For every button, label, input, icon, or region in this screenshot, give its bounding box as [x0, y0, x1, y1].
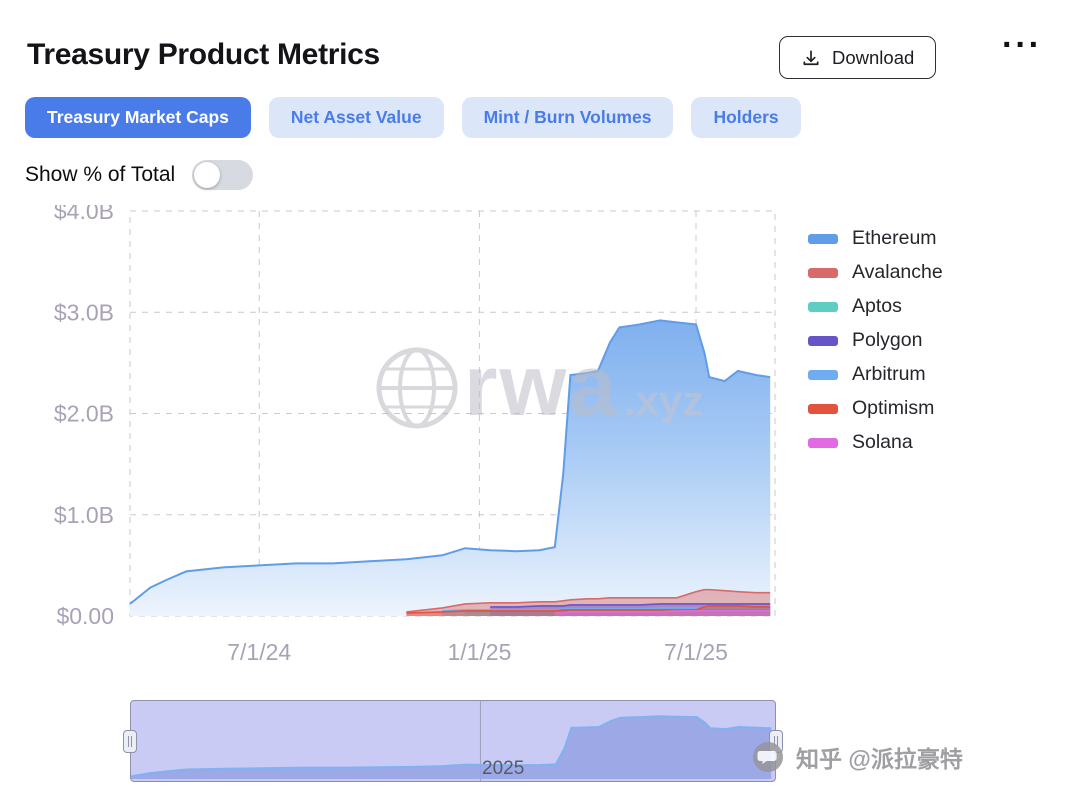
- legend-item-optimism[interactable]: Optimism: [808, 397, 943, 420]
- navigator-selection-area[interactable]: [130, 700, 776, 782]
- watermark-text: 知乎 @派拉豪特: [796, 746, 963, 772]
- legend-swatch: [808, 403, 838, 414]
- legend-label: Polygon: [852, 329, 923, 351]
- treasury-market-caps-chart: $0.00 $1.0B $2.0B $3.0B $4.0B 7/1/24 1/1/25 7/1…: [54, 205, 776, 665]
- legend-label: Optimism: [852, 397, 935, 419]
- tab-net-asset-value[interactable]: Net Asset Value: [268, 97, 444, 138]
- svg-text:1/1/25: 1/1/25: [447, 639, 511, 665]
- tab-holders[interactable]: Holders: [691, 97, 801, 138]
- metric-tabs: Treasury Market Caps Net Asset Value Min…: [25, 97, 801, 138]
- toggle-label: Show % of Total: [25, 163, 176, 186]
- svg-text:$0.00: $0.00: [56, 603, 114, 629]
- tab-mint-burn-volumes[interactable]: Mint / Burn Volumes: [461, 97, 674, 138]
- svg-text:$1.0B: $1.0B: [54, 502, 114, 528]
- legend-swatch: [808, 267, 838, 278]
- download-icon: [803, 50, 819, 65]
- legend-item-ethereum[interactable]: Ethereum: [808, 227, 943, 250]
- chart-legend: Ethereum Avalanche Aptos Polygon Arbitrum Opt…: [808, 227, 943, 454]
- time-range-navigator: 2025: [123, 700, 783, 782]
- page-title: Treasury Product Metrics: [27, 38, 380, 71]
- brush-handle-left[interactable]: [123, 730, 137, 753]
- download-label: Download: [832, 46, 915, 68]
- rwa-watermark: rwa .xyz: [376, 338, 703, 434]
- svg-text:rwa: rwa: [464, 338, 618, 434]
- legend-swatch: [808, 233, 838, 244]
- legend-item-arbitrum[interactable]: Arbitrum: [808, 363, 943, 386]
- legend-swatch: [808, 335, 838, 346]
- legend-label: Arbitrum: [852, 363, 926, 385]
- legend-item-solana[interactable]: Solana: [808, 431, 943, 454]
- download-button[interactable]: Download: [779, 36, 937, 79]
- legend-swatch: [808, 437, 838, 448]
- svg-text:.xyz: .xyz: [624, 377, 703, 424]
- show-percent-toggle[interactable]: [192, 160, 254, 190]
- ellipsis-icon: ···: [1002, 26, 1042, 64]
- navigator-mini-chart: [131, 701, 772, 781]
- svg-text:7/1/25: 7/1/25: [664, 639, 728, 665]
- zhihu-watermark: 知乎 @派拉豪特: [752, 740, 963, 774]
- legend-label: Avalanche: [852, 261, 943, 283]
- legend-label: Aptos: [852, 295, 902, 317]
- legend-swatch: [808, 301, 838, 312]
- legend-label: Solana: [852, 431, 913, 453]
- navigator-year-label: 2025: [482, 758, 525, 779]
- legend-item-polygon[interactable]: Polygon: [808, 329, 943, 352]
- legend-label: Ethereum: [852, 227, 937, 249]
- tab-treasury-market-caps[interactable]: Treasury Market Caps: [25, 97, 251, 138]
- speech-bubble-icon: [753, 742, 783, 772]
- svg-text:$2.0B: $2.0B: [54, 401, 114, 427]
- svg-text:7/1/24: 7/1/24: [227, 639, 291, 665]
- percent-toggle-row: Show % of Total: [25, 160, 254, 190]
- svg-text:$4.0B: $4.0B: [54, 205, 114, 224]
- more-options-button[interactable]: ···: [1002, 28, 1042, 62]
- toggle-knob: [194, 162, 221, 188]
- svg-text:$3.0B: $3.0B: [54, 299, 114, 325]
- legend-swatch: [808, 369, 838, 380]
- legend-item-aptos[interactable]: Aptos: [808, 295, 943, 318]
- legend-item-avalanche[interactable]: Avalanche: [808, 261, 943, 284]
